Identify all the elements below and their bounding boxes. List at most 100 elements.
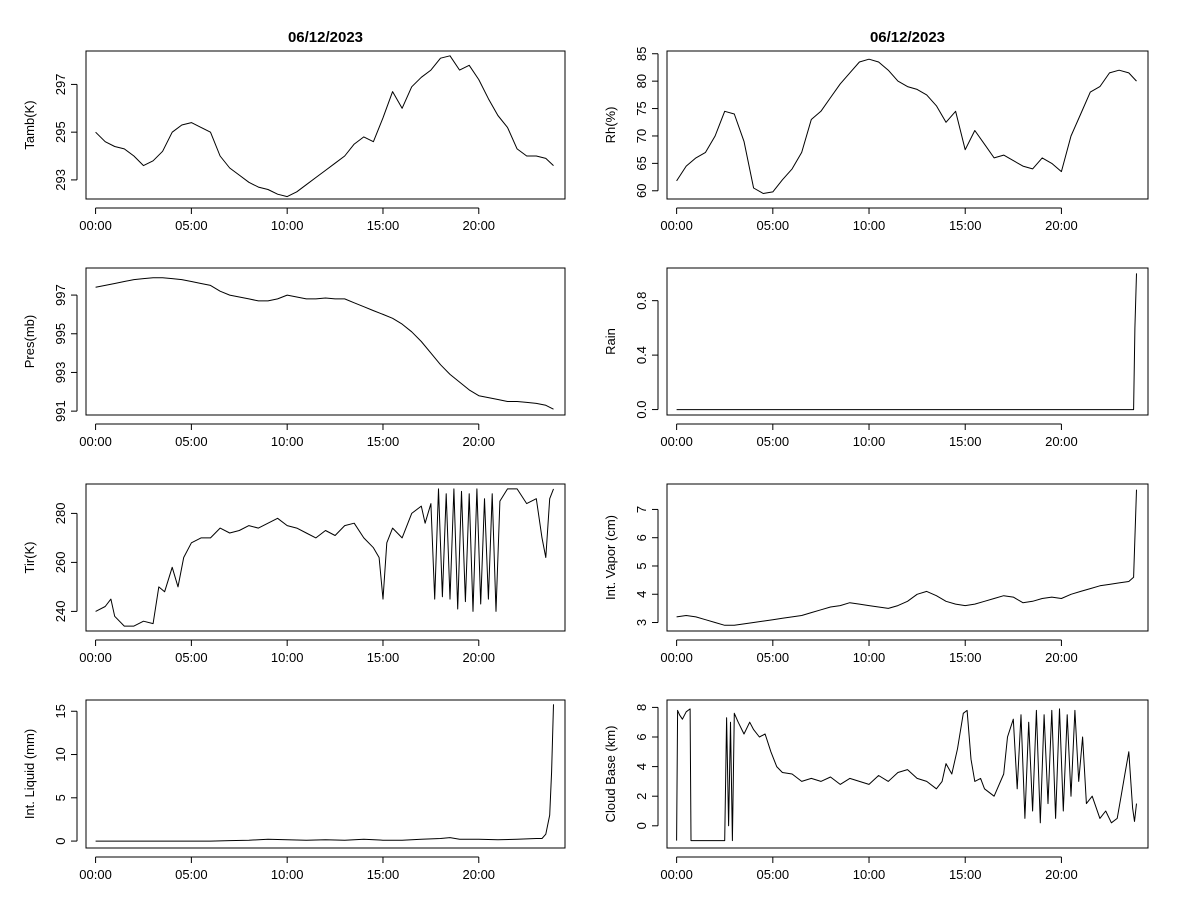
- rain-x-tick-label: 15:00: [949, 434, 982, 449]
- cloudbase-y-tick-label: 8: [634, 704, 649, 711]
- rh-panel-title: 06/12/2023: [870, 29, 945, 46]
- liquid-x-tick-label: 05:00: [175, 867, 208, 882]
- vapor-x-tick-label: 20:00: [1045, 650, 1078, 665]
- tamb-series-line: [95, 55, 554, 198]
- rain-x-tick-label: 05:00: [757, 434, 790, 449]
- vapor-plot-frame: [666, 483, 1149, 632]
- rh-y-axis-label: Rh(%): [603, 107, 618, 144]
- panel-rh: 00:00 05:00 10:00 15:00 20:00 60 65 70 75 80 85 Rh(…: [603, 29, 1149, 233]
- cloudbase-y-axis-label: Cloud Base (km): [603, 726, 618, 823]
- tamb-x-tick-label: 10:00: [271, 218, 304, 233]
- tamb-x-tick-label: 00:00: [79, 218, 112, 233]
- rh-x-tick-label: 20:00: [1045, 218, 1078, 233]
- tir-series-line: [95, 488, 554, 627]
- panel-tir: 00:00 05:00 10:00 15:00 20:00 240 260 280 Tir(K): [22, 483, 566, 665]
- cloudbase-x-tick-label: 00:00: [660, 867, 693, 882]
- pres-x-tick-label: 20:00: [463, 434, 496, 449]
- pres-y-axis-label: Pres(mb): [22, 315, 37, 368]
- cloudbase-y-tick-label: 4: [634, 763, 649, 770]
- rh-y-tick-label: 60: [634, 184, 649, 198]
- rh-y-tick-label: 85: [634, 47, 649, 61]
- tamb-panel-title: 06/12/2023: [288, 29, 363, 46]
- cloudbase-y-tick-label: 0: [634, 822, 649, 829]
- rain-y-tick-label: 0.8: [634, 292, 649, 310]
- liquid-series-line: [95, 704, 554, 842]
- cloudbase-series-line: [676, 708, 1137, 842]
- pres-x-tick-label: 10:00: [271, 434, 304, 449]
- panel-cloudbase: 00:00 05:00 10:00 15:00 20:00 0 2 4 6 8 Cloud Base…: [603, 699, 1149, 882]
- vapor-x-tick-label: 15:00: [949, 650, 982, 665]
- liquid-x-tick-label: 10:00: [271, 867, 304, 882]
- tir-x-tick-label: 05:00: [175, 650, 208, 665]
- rh-y-tick-label: 75: [634, 101, 649, 115]
- vapor-x-tick-label: 05:00: [757, 650, 790, 665]
- tamb-y-tick-label: 293: [53, 169, 68, 191]
- vapor-y-tick-label: 5: [634, 562, 649, 569]
- tir-x-tick-label: 15:00: [367, 650, 400, 665]
- vapor-y-tick-label: 3: [634, 619, 649, 626]
- cloudbase-y-tick-label: 6: [634, 733, 649, 740]
- cloudbase-x-tick-label: 05:00: [757, 867, 790, 882]
- rain-x-tick-label: 00:00: [660, 434, 693, 449]
- rain-y-tick-label: 0.4: [634, 346, 649, 364]
- vapor-y-axis-label: Int. Vapor (cm): [603, 515, 618, 600]
- rh-x-tick-label: 15:00: [949, 218, 982, 233]
- rh-x-tick-label: 10:00: [853, 218, 886, 233]
- vapor-y-tick-label: 7: [634, 506, 649, 513]
- vapor-y-tick-label: 4: [634, 591, 649, 598]
- panel-vapor: 00:00 05:00 10:00 15:00 20:00 3 4 5 6 7 Int. Vapor…: [603, 483, 1149, 665]
- tir-y-axis-label: Tir(K): [22, 541, 37, 573]
- cloudbase-x-tick-label: 15:00: [949, 867, 982, 882]
- tamb-x-tick-label: 20:00: [463, 218, 496, 233]
- tir-y-tick-label: 240: [53, 601, 68, 623]
- liquid-y-tick-label: 10: [53, 747, 68, 761]
- tir-y-tick-label: 260: [53, 552, 68, 574]
- pres-y-tick-label: 993: [53, 362, 68, 384]
- rain-plot-frame: [666, 267, 1149, 416]
- rh-y-tick-label: 80: [634, 74, 649, 88]
- rh-series-line: [676, 58, 1137, 194]
- tir-plot-frame: [85, 483, 566, 632]
- rain-x-tick-label: 20:00: [1045, 434, 1078, 449]
- rain-y-axis-label: Rain: [603, 328, 618, 355]
- pres-plot-frame: [85, 267, 566, 416]
- rain-x-tick-label: 10:00: [853, 434, 886, 449]
- tir-x-tick-label: 20:00: [463, 650, 496, 665]
- vapor-y-tick-label: 6: [634, 534, 649, 541]
- pres-x-tick-label: 00:00: [79, 434, 112, 449]
- panel-rain: 00:00 05:00 10:00 15:00 20:00 0.0 0.4 0.8 Rain: [603, 267, 1149, 449]
- pres-x-tick-label: 15:00: [367, 434, 400, 449]
- rh-y-tick-label: 65: [634, 156, 649, 170]
- liquid-x-tick-label: 20:00: [463, 867, 496, 882]
- tamb-x-tick-label: 05:00: [175, 218, 208, 233]
- liquid-y-axis-label: Int. Liquid (mm): [22, 729, 37, 819]
- rh-x-tick-label: 05:00: [757, 218, 790, 233]
- liquid-y-tick-label: 5: [53, 794, 68, 801]
- liquid-y-tick-label: 0: [53, 837, 68, 844]
- vapor-series-line: [676, 489, 1137, 626]
- cloudbase-y-tick-label: 2: [634, 793, 649, 800]
- panel-pres: 00:00 05:00 10:00 15:00 20:00 991 993 995 997 Pre…: [22, 267, 566, 449]
- tamb-plot-frame: [85, 50, 566, 200]
- panel-tamb: 00:00 05:00 10:00 15:00 20:00 293 295 297 Tamb(K…: [22, 29, 566, 233]
- panel-liquid: 00:00 05:00 10:00 15:00 20:00 0 5 10 15 Int. Liqu…: [22, 699, 566, 882]
- tamb-y-axis-label: Tamb(K): [22, 100, 37, 149]
- pres-y-tick-label: 991: [53, 400, 68, 422]
- cloudbase-x-tick-label: 20:00: [1045, 867, 1078, 882]
- tamb-y-tick-label: 297: [53, 74, 68, 96]
- tir-x-tick-label: 00:00: [79, 650, 112, 665]
- pres-series-line: [95, 277, 554, 410]
- tamb-x-tick-label: 15:00: [367, 218, 400, 233]
- liquid-x-tick-label: 00:00: [79, 867, 112, 882]
- liquid-plot-frame: [85, 699, 566, 849]
- cloudbase-plot-frame: [666, 699, 1149, 849]
- cloudbase-x-tick-label: 10:00: [853, 867, 886, 882]
- tir-y-tick-label: 280: [53, 503, 68, 525]
- pres-y-tick-label: 997: [53, 284, 68, 306]
- liquid-y-tick-label: 15: [53, 704, 68, 718]
- pres-x-tick-label: 05:00: [175, 434, 208, 449]
- rh-y-tick-label: 70: [634, 129, 649, 143]
- vapor-x-tick-label: 00:00: [660, 650, 693, 665]
- rh-x-tick-label: 00:00: [660, 218, 693, 233]
